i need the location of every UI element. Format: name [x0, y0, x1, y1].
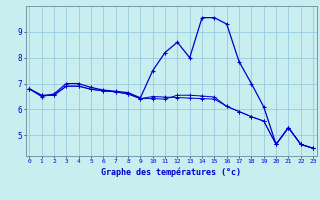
X-axis label: Graphe des températures (°c): Graphe des températures (°c): [101, 167, 241, 177]
